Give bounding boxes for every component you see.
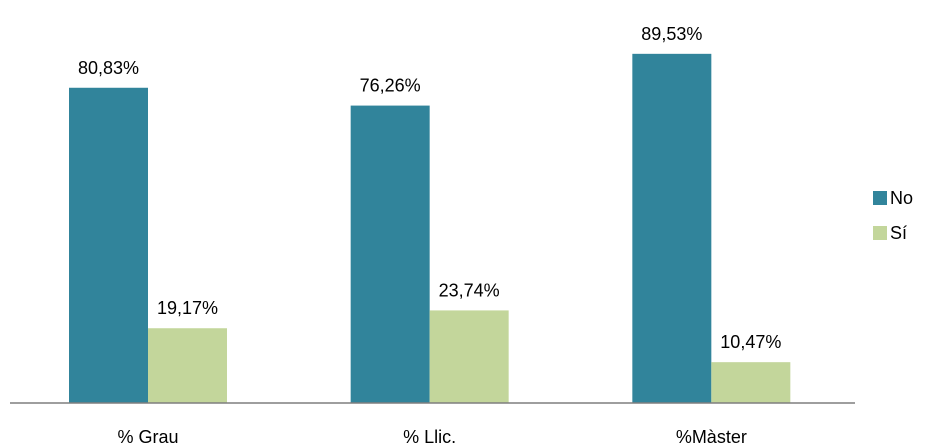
bars-group <box>69 53 791 403</box>
data-label-no-3: 89,53% <box>641 24 702 44</box>
legend-label-no: No <box>890 188 913 208</box>
legend: No Sí <box>873 188 913 243</box>
data-label-no-1: 80,83% <box>78 58 139 78</box>
bar-s-2 <box>429 310 509 403</box>
bar-no-1 <box>69 87 148 403</box>
legend-swatch-s <box>873 226 887 240</box>
legend-label-s: Sí <box>890 223 907 243</box>
x-tick-label-3: %Màster <box>676 427 747 447</box>
x-tick-label-1: % Grau <box>117 427 178 447</box>
bar-s-3 <box>711 362 791 403</box>
bar-s-1 <box>148 328 227 403</box>
data-label-no-2: 76,26% <box>360 76 421 96</box>
data-labels-group: 80,83% 19,17% 76,26% 23,74% 89,53% 10,47% <box>78 24 781 352</box>
bar-no-3 <box>632 53 712 403</box>
data-label-s-1: 19,17% <box>157 298 218 318</box>
x-tick-label-2: % Llic. <box>403 427 456 447</box>
legend-swatch-no <box>873 191 887 205</box>
x-tick-labels-group: % Grau % Llic. %Màster <box>117 427 746 447</box>
bar-no-2 <box>350 105 430 403</box>
data-label-s-2: 23,74% <box>439 280 500 300</box>
data-label-s-3: 10,47% <box>720 332 781 352</box>
